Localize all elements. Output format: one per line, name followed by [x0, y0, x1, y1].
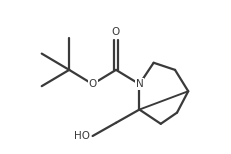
- Text: O: O: [88, 79, 96, 89]
- Text: N: N: [135, 79, 143, 89]
- Text: O: O: [111, 27, 120, 37]
- Text: HO: HO: [74, 131, 90, 141]
